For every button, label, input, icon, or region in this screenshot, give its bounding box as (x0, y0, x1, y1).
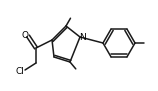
Text: N: N (80, 32, 86, 41)
Text: O: O (21, 30, 28, 39)
Text: Cl: Cl (15, 67, 24, 76)
